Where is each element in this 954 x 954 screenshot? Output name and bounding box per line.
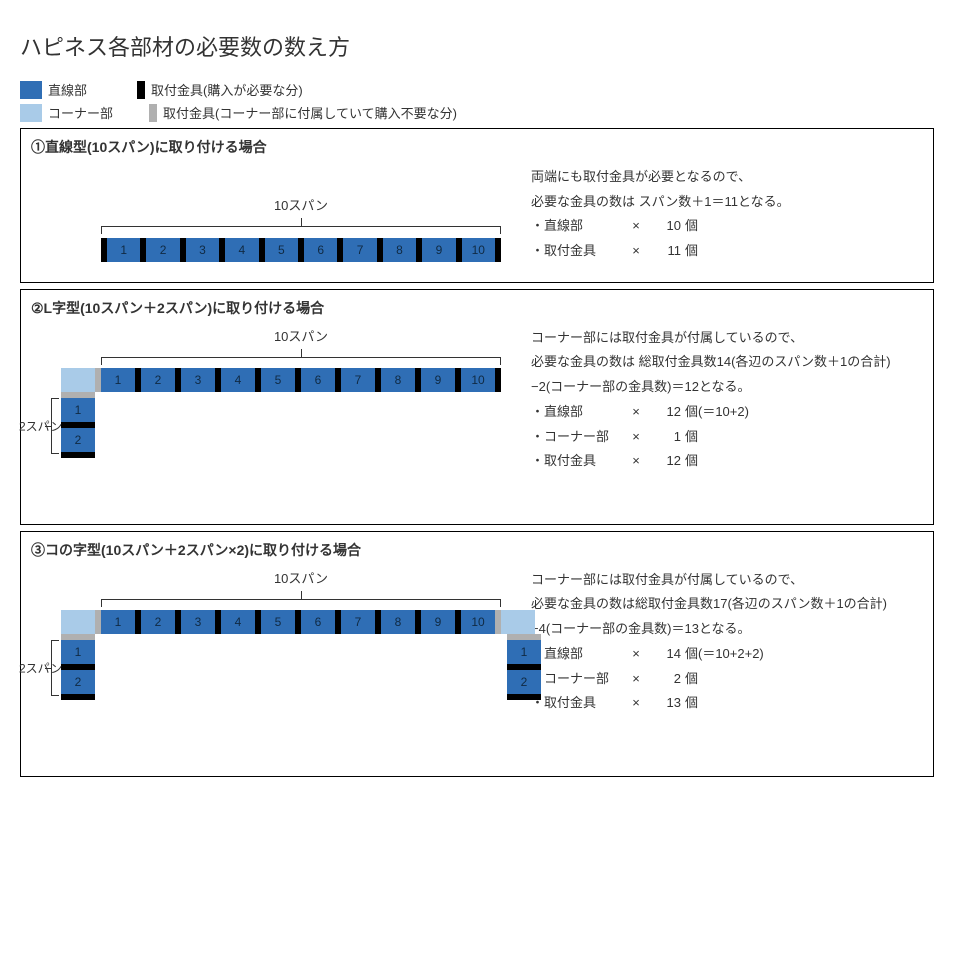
span-cell: 3: [186, 238, 220, 262]
panel-1-desc: 両端にも取付金具が必要となるので、 必要な金具の数は スパン数＋1＝11となる。…: [511, 165, 923, 264]
span-cell: 1: [507, 640, 541, 664]
span-cell: 5: [261, 610, 295, 634]
span-cell: 6: [301, 610, 335, 634]
brace-top-3: [101, 589, 501, 609]
panel-3-col-left: 12: [61, 634, 95, 700]
corner-cell: [501, 610, 535, 634]
span-cell: 2: [61, 670, 95, 694]
span-cell: 8: [383, 238, 417, 262]
span-cell: 10: [462, 238, 496, 262]
legend: 直線部 取付金具(購入が必要な分) コーナー部 取付金具(コーナー部に付属してい…: [20, 80, 934, 122]
panel-2-span-label: 10スパン: [101, 326, 501, 345]
span-cell: 5: [261, 368, 295, 392]
legend-bracket-inc-label: 取付金具(コーナー部に付属していて購入不要な分): [163, 103, 457, 122]
span-cell: 8: [381, 368, 415, 392]
span-cell: 2: [141, 368, 175, 392]
legend-corner-label: コーナー部: [48, 103, 113, 122]
span-cell: 1: [61, 640, 95, 664]
panel-2: ②L字型(10スパン＋2スパン)に取り付ける場合 10スパン 123456789…: [20, 289, 934, 525]
span-cell: 6: [304, 238, 338, 262]
swatch-bracket-inc: [149, 104, 157, 122]
brace-top-2: [101, 347, 501, 367]
panel-3-desc: コーナー部には取付金具が付属しているので、 必要な金具の数は総取付金具数17(各…: [511, 568, 923, 716]
panel-3: ③コの字型(10スパン＋2スパン×2)に取り付ける場合 10スパン 123456…: [20, 531, 934, 777]
panel-1-span-label: 10スパン: [101, 195, 501, 214]
brace-left-3: [45, 640, 59, 696]
span-cell: 7: [343, 238, 377, 262]
page-title: ハピネス各部材の必要数の数え方: [20, 30, 934, 62]
panel-2-desc: コーナー部には取付金具が付属しているので、 必要な金具の数は 総取付金具数14(…: [511, 326, 923, 474]
brace-top-1: [101, 216, 501, 236]
corner-cell: [61, 610, 95, 634]
span-cell: 9: [421, 368, 455, 392]
panel-3-span-label: 10スパン: [101, 568, 501, 587]
panel-1-title: ①直線型(10スパン)に取り付ける場合: [31, 137, 923, 157]
span-cell: 1: [107, 238, 141, 262]
span-cell: 2: [146, 238, 180, 262]
span-cell: 4: [221, 368, 255, 392]
span-cell: 4: [221, 610, 255, 634]
panel-2-col: 12: [61, 392, 95, 458]
span-cell: 9: [422, 238, 456, 262]
span-cell: 5: [265, 238, 299, 262]
legend-straight-label: 直線部: [48, 80, 87, 99]
span-cell: 9: [421, 610, 455, 634]
span-cell: 1: [101, 610, 135, 634]
span-cell: 10: [461, 610, 495, 634]
panel-3-row: 12345678910: [61, 610, 535, 634]
span-cell: 3: [181, 610, 215, 634]
panel-3-title: ③コの字型(10スパン＋2スパン×2)に取り付ける場合: [31, 540, 923, 560]
panel-2-row: 12345678910: [61, 368, 501, 392]
brace-left-2: [45, 398, 59, 454]
span-cell: 7: [341, 610, 375, 634]
span-cell: 10: [461, 368, 495, 392]
span-cell: 3: [181, 368, 215, 392]
swatch-straight: [20, 81, 42, 99]
corner-cell: [61, 368, 95, 392]
span-cell: 2: [507, 670, 541, 694]
swatch-corner: [20, 104, 42, 122]
span-cell: 4: [225, 238, 259, 262]
span-cell: 2: [141, 610, 175, 634]
panel-2-title: ②L字型(10スパン＋2スパン)に取り付ける場合: [31, 298, 923, 318]
panel-1-row: 12345678910: [101, 238, 501, 262]
span-cell: 1: [61, 398, 95, 422]
span-cell: 2: [61, 428, 95, 452]
span-cell: 1: [101, 368, 135, 392]
panel-3-col-right: 12: [507, 634, 541, 700]
span-cell: 7: [341, 368, 375, 392]
span-cell: 8: [381, 610, 415, 634]
span-cell: 6: [301, 368, 335, 392]
legend-bracket-buy-label: 取付金具(購入が必要な分): [151, 80, 303, 99]
swatch-bracket-buy: [137, 81, 145, 99]
panel-1: ①直線型(10スパン)に取り付ける場合 10スパン 12345678910 両端…: [20, 128, 934, 283]
